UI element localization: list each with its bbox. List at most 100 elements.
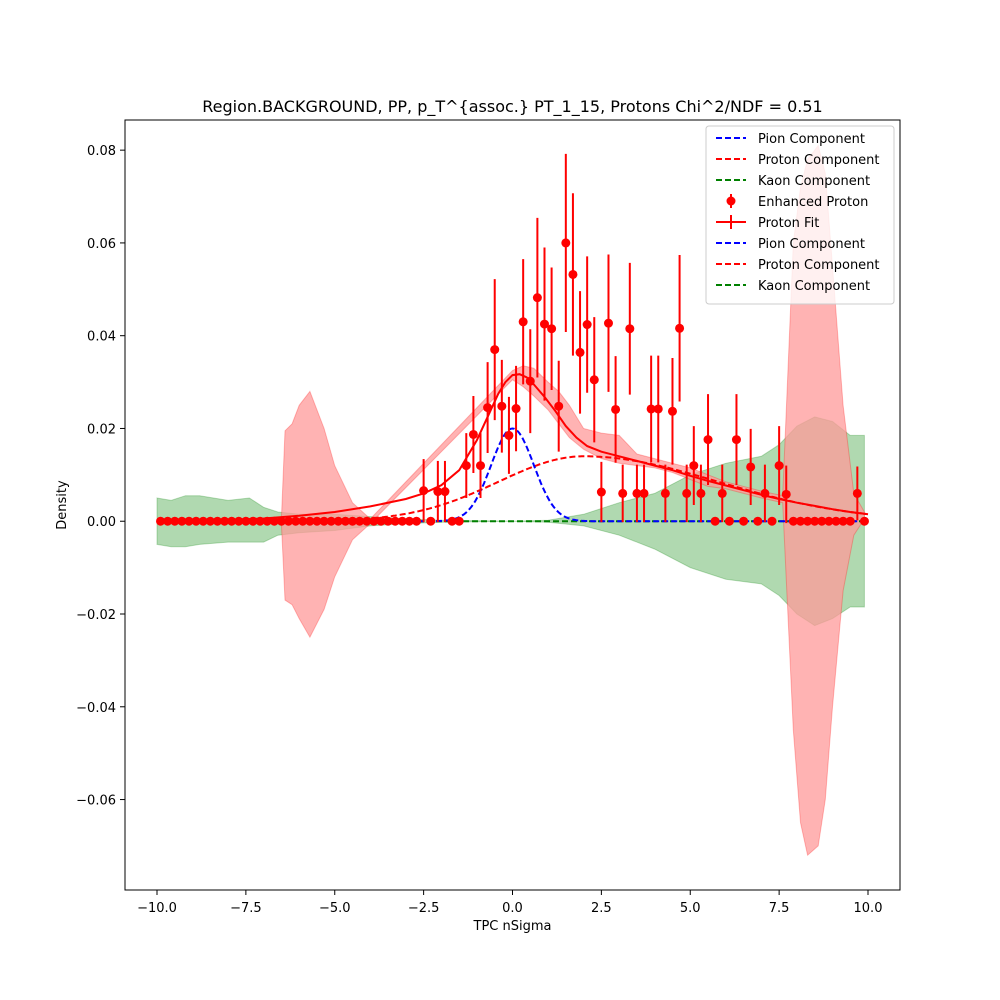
data-point bbox=[476, 461, 486, 471]
data-point bbox=[397, 516, 407, 526]
data-point bbox=[618, 488, 628, 498]
data-point bbox=[554, 401, 564, 411]
data-point bbox=[639, 488, 649, 498]
data-point bbox=[504, 430, 514, 440]
legend-label: Proton Component bbox=[758, 258, 880, 273]
data-point bbox=[739, 516, 749, 526]
legend-swatch-marker bbox=[726, 196, 736, 206]
data-point bbox=[810, 516, 820, 526]
data-point bbox=[362, 516, 372, 526]
data-point bbox=[333, 516, 343, 526]
data-point bbox=[156, 516, 166, 526]
data-point bbox=[838, 516, 848, 526]
x-tick-label: −5.0 bbox=[319, 901, 351, 916]
data-point bbox=[518, 317, 528, 327]
y-axis-label: Density bbox=[55, 480, 70, 530]
data-point bbox=[696, 488, 706, 498]
data-point bbox=[412, 516, 422, 526]
data-point bbox=[312, 516, 322, 526]
data-point bbox=[831, 516, 841, 526]
data-point bbox=[369, 516, 379, 526]
data-point bbox=[383, 516, 393, 526]
legend-label: Proton Component bbox=[758, 153, 880, 168]
data-point bbox=[483, 403, 493, 413]
data-point bbox=[774, 461, 784, 471]
data-point bbox=[376, 516, 386, 526]
data-point bbox=[803, 516, 813, 526]
data-point bbox=[212, 516, 222, 526]
x-tick-label: 5.0 bbox=[680, 901, 701, 916]
x-tick-label: 2.5 bbox=[591, 901, 612, 916]
data-point bbox=[611, 404, 621, 414]
data-point bbox=[603, 318, 613, 328]
x-tick-label: 7.5 bbox=[769, 901, 790, 916]
legend: Pion Component Proton Component Kaon Compo… bbox=[705, 125, 895, 305]
data-point bbox=[177, 516, 187, 526]
data-point bbox=[184, 516, 194, 526]
y-tick-label: 0.08 bbox=[87, 144, 116, 159]
data-point bbox=[220, 516, 230, 526]
y-tick-label: −0.02 bbox=[76, 608, 116, 623]
data-point bbox=[710, 516, 720, 526]
data-point bbox=[447, 516, 457, 526]
data-point bbox=[795, 516, 805, 526]
data-point bbox=[653, 404, 663, 414]
data-point bbox=[746, 462, 756, 472]
data-point bbox=[525, 376, 535, 386]
data-point bbox=[824, 516, 834, 526]
data-point bbox=[589, 375, 599, 385]
data-point bbox=[646, 404, 656, 414]
data-point bbox=[682, 488, 692, 498]
data-point bbox=[788, 516, 798, 526]
chart-title: Region.BACKGROUND, PP, p_T^{assoc.} PT_1… bbox=[202, 97, 822, 117]
data-point bbox=[355, 516, 365, 526]
data-point bbox=[575, 347, 585, 357]
data-point bbox=[163, 516, 173, 526]
x-tick-label: −7.5 bbox=[230, 901, 262, 916]
data-point bbox=[845, 516, 855, 526]
data-point bbox=[675, 323, 685, 333]
data-point bbox=[248, 516, 258, 526]
x-tick-label: 0.0 bbox=[502, 901, 523, 916]
data-point bbox=[532, 293, 542, 303]
data-point bbox=[404, 516, 414, 526]
legend-box bbox=[705, 125, 895, 305]
data-point bbox=[269, 516, 279, 526]
data-point bbox=[326, 516, 336, 526]
data-point bbox=[760, 488, 770, 498]
data-point bbox=[390, 516, 400, 526]
data-point bbox=[561, 238, 571, 248]
data-point bbox=[262, 516, 272, 526]
data-point bbox=[276, 516, 286, 526]
data-point bbox=[689, 461, 699, 471]
data-point bbox=[348, 516, 358, 526]
legend-label: Proton Fit bbox=[758, 216, 819, 231]
data-point bbox=[547, 324, 557, 334]
data-point bbox=[426, 516, 436, 526]
y-tick-label: 0.02 bbox=[87, 422, 116, 437]
data-point bbox=[632, 488, 642, 498]
data-point bbox=[625, 324, 635, 334]
data-point bbox=[817, 516, 827, 526]
y-tick-label: 0.00 bbox=[87, 515, 116, 530]
data-point bbox=[440, 487, 450, 497]
data-point bbox=[717, 488, 727, 498]
data-point bbox=[667, 406, 677, 416]
y-tick-label: −0.04 bbox=[76, 701, 116, 716]
data-point bbox=[859, 516, 869, 526]
legend-label: Kaon Component bbox=[758, 279, 870, 294]
data-point bbox=[284, 516, 294, 526]
x-tick-label: −10.0 bbox=[137, 901, 177, 916]
data-point bbox=[767, 516, 777, 526]
data-point bbox=[703, 435, 713, 445]
data-point bbox=[539, 319, 549, 329]
data-point bbox=[255, 516, 265, 526]
data-point bbox=[205, 516, 215, 526]
data-points bbox=[156, 153, 869, 526]
y-axis-ticks: −0.06 −0.04 −0.02 0.00 0.02 0.04 0.06 0.08 bbox=[76, 144, 125, 809]
y-tick-label: −0.06 bbox=[76, 794, 116, 809]
data-point bbox=[852, 488, 862, 498]
data-point bbox=[724, 516, 734, 526]
data-point bbox=[582, 320, 592, 330]
